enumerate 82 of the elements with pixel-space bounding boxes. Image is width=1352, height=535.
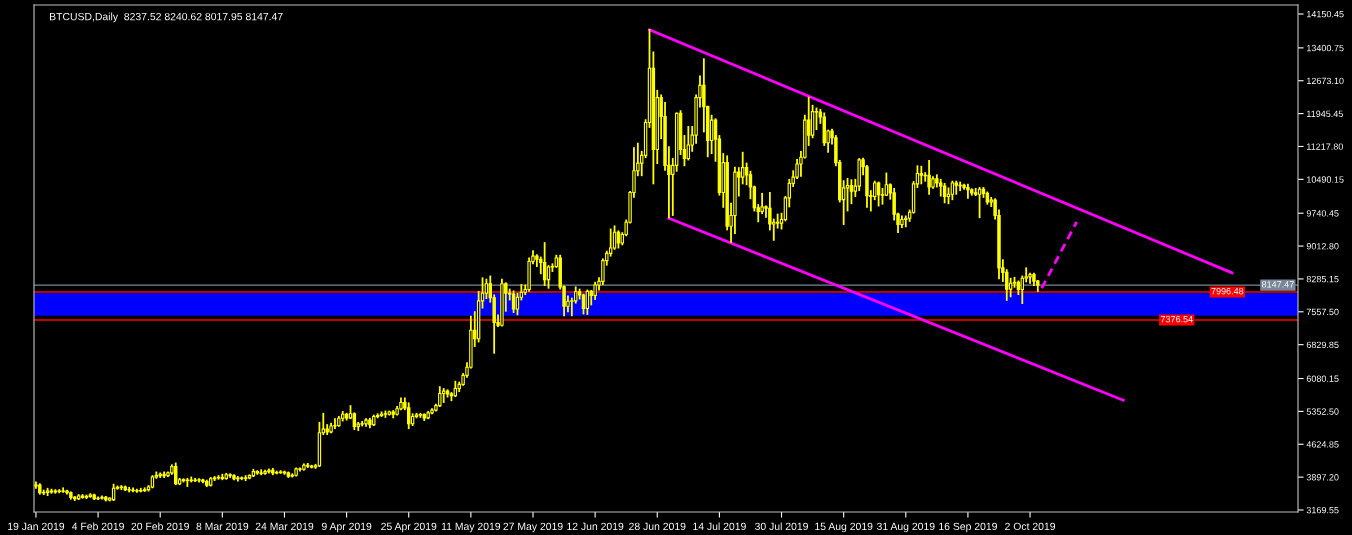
candlestick [919,165,924,185]
y-tick-label: 4624.85 [1306,441,1339,448]
candlestick [100,495,104,500]
candlestick [892,187,896,221]
candlestick [511,290,516,314]
candlestick [418,412,423,418]
candlestick [333,418,337,430]
y-tick-label: 9740.45 [1306,210,1339,217]
candlestick [197,478,201,483]
ref-line-label: 8147.47 [1261,281,1294,288]
x-tick-label: 15 Aug 2019 [815,522,873,533]
x-tick-label: 24 Mar 2019 [255,522,314,531]
candlestick [236,476,240,482]
candlestick [849,179,854,205]
y-tick-label: 11945.45 [1307,110,1343,117]
x-tick-label: 28 Jun 2019 [629,522,686,531]
candlestick [228,473,232,478]
candlestick [189,476,193,483]
candlestick [775,213,780,229]
candlestick [220,473,225,481]
x-tick-label: 20 Feb 2019 [131,522,189,531]
y-tick-label: 3897.20 [1306,474,1339,481]
candlestick [958,181,962,192]
candlestick [306,462,310,468]
candlestick [96,496,100,501]
candlestick [298,467,302,472]
candlestick [942,182,947,204]
y-tick-label: 10490.15 [1307,176,1344,183]
y-tick-label: 6829.85 [1306,341,1339,349]
candlestick [954,180,958,195]
y-tick-label: 11217.80 [1307,143,1343,150]
x-tick-label: 11 May 2019 [441,522,501,533]
candlestick [686,126,691,161]
candlestick [73,495,77,501]
candlestick [876,181,881,207]
ref-line-label: 7376.54 [1160,316,1193,323]
x-tick-label: 19 Jan 2019 [8,522,65,531]
y-tick-label: 6080.15 [1306,375,1339,382]
candlestick [193,477,197,482]
x-tick-label: 25 Apr 2019 [381,522,437,533]
ref-line-label: 7996.48 [1211,288,1244,295]
y-tick-label: 9012.80 [1306,243,1339,250]
text: BTCUSD,Daily 8237.52 8240.62 8017.95 8147.47 [50,12,283,23]
candlestick [259,469,263,476]
y-tick-label: 13400.75 [1307,44,1344,52]
x-tick-label: 31 Aug 2019 [876,522,935,533]
y-tick-label: 7557.50 [1306,308,1339,316]
candlestick [977,187,982,219]
x-tick-label: 8 Mar 2019 [196,522,249,531]
x-tick-label: 9 Apr 2019 [321,522,372,533]
candlestick [884,172,889,197]
candlestick [581,293,586,315]
candlestick [131,487,135,493]
candlestick [546,265,551,289]
candlestick [174,462,178,486]
candlestick [158,472,162,478]
candlestick [142,487,147,492]
x-tick-label: 16 Sep 2019 [939,522,997,533]
x-tick-label: 12 Jun 2019 [567,522,624,531]
candlestick [441,388,446,403]
candlestick [267,468,271,474]
candlestick [162,471,166,478]
x-tick-label: 4 Feb 2019 [71,522,124,531]
y-tick-label: 5352.50 [1306,408,1339,415]
candlestick [407,402,411,430]
candlestick [484,278,489,300]
candlestick [243,475,248,482]
candlestick [973,187,978,197]
y-tick-label: 14150.45 [1307,10,1344,18]
candlestick [61,487,65,493]
y-tick-label: 8285.15 [1306,275,1339,283]
x-tick-label: 14 Jul 2019 [693,522,746,531]
candlestick [135,488,139,493]
y-tick-label: 3169.55 [1306,506,1339,514]
candlestick [927,159,931,195]
candlestick [966,183,970,199]
candlestick [119,485,124,491]
x-tick-label: 27 May 2019 [503,522,563,533]
x-tick-label: 30 Jul 2019 [754,522,808,531]
candlestick [57,489,61,494]
y-tick-label: 12673.10 [1307,77,1344,85]
x-tick-label: 2 Oct 2019 [1005,522,1056,531]
